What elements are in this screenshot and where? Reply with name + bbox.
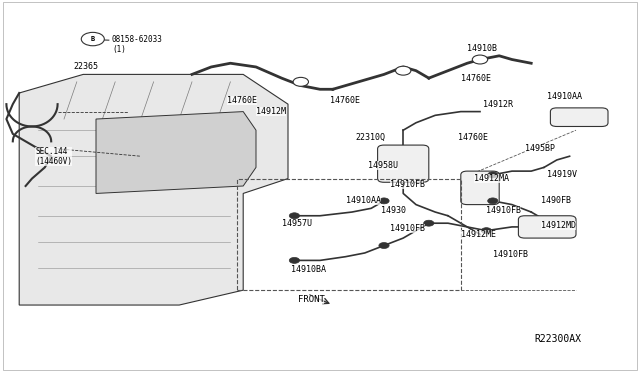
Text: 14910BA: 14910BA bbox=[291, 265, 326, 274]
Text: 14912R: 14912R bbox=[483, 100, 513, 109]
Circle shape bbox=[488, 172, 498, 178]
Text: 14910B: 14910B bbox=[467, 44, 497, 53]
FancyBboxPatch shape bbox=[461, 171, 499, 205]
Text: B: B bbox=[91, 36, 95, 42]
Text: FRONT: FRONT bbox=[298, 295, 324, 304]
Text: 14910FB: 14910FB bbox=[390, 224, 426, 233]
Text: 14919V: 14919V bbox=[547, 170, 577, 179]
Circle shape bbox=[481, 228, 492, 234]
Text: 14958U: 14958U bbox=[368, 161, 398, 170]
Circle shape bbox=[396, 66, 411, 75]
Circle shape bbox=[488, 198, 498, 204]
Text: 14912MD: 14912MD bbox=[541, 221, 576, 230]
FancyBboxPatch shape bbox=[550, 108, 608, 126]
FancyBboxPatch shape bbox=[518, 216, 576, 238]
Text: 08158-62033
(1): 08158-62033 (1) bbox=[112, 35, 163, 54]
Text: SEC.144
(14460V): SEC.144 (14460V) bbox=[35, 147, 72, 166]
Circle shape bbox=[293, 77, 308, 86]
Text: 14957U: 14957U bbox=[282, 219, 312, 228]
Text: 14912ME: 14912ME bbox=[461, 230, 496, 239]
Text: 14910AA: 14910AA bbox=[346, 196, 381, 205]
Bar bbox=[237, 179, 461, 290]
Polygon shape bbox=[96, 112, 256, 193]
Text: 14912M: 14912M bbox=[256, 107, 286, 116]
Circle shape bbox=[424, 220, 434, 226]
Circle shape bbox=[472, 55, 488, 64]
Circle shape bbox=[379, 198, 389, 204]
Circle shape bbox=[379, 243, 389, 248]
Circle shape bbox=[289, 213, 300, 219]
Text: R22300AX: R22300AX bbox=[534, 334, 581, 343]
Text: 14910FB: 14910FB bbox=[486, 206, 522, 215]
Circle shape bbox=[289, 257, 300, 263]
Text: 22365: 22365 bbox=[74, 62, 99, 71]
FancyBboxPatch shape bbox=[378, 145, 429, 182]
Text: 14910FB: 14910FB bbox=[390, 180, 426, 189]
Polygon shape bbox=[19, 74, 288, 305]
Text: 14930: 14930 bbox=[381, 206, 406, 215]
Text: 14910FB: 14910FB bbox=[493, 250, 528, 259]
Text: 14912MA: 14912MA bbox=[474, 174, 509, 183]
Text: 22310Q: 22310Q bbox=[355, 133, 385, 142]
Text: 1495BP: 1495BP bbox=[525, 144, 555, 153]
Text: 14910AA: 14910AA bbox=[547, 92, 582, 101]
Text: 14760E: 14760E bbox=[330, 96, 360, 105]
Text: 14760E: 14760E bbox=[227, 96, 257, 105]
Text: 1490FB: 1490FB bbox=[541, 196, 571, 205]
Circle shape bbox=[81, 32, 104, 46]
Text: 14760E: 14760E bbox=[458, 133, 488, 142]
Text: 14760E: 14760E bbox=[461, 74, 491, 83]
